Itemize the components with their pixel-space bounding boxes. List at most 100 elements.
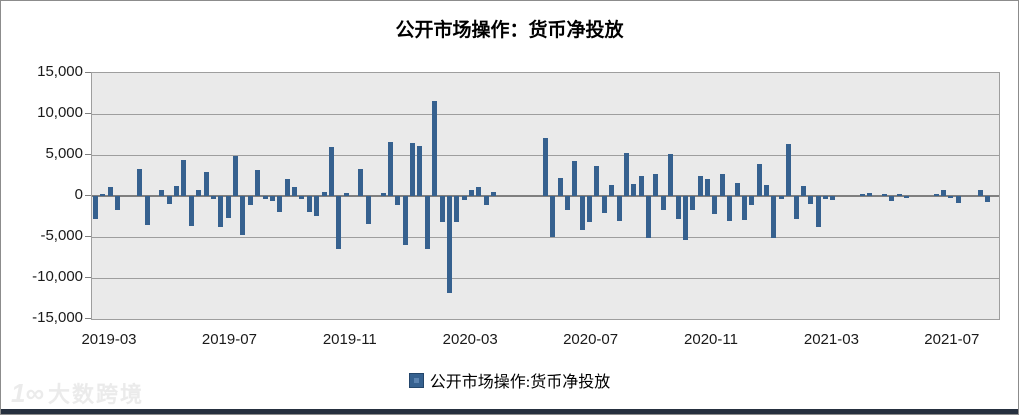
bar xyxy=(284,179,290,196)
bar xyxy=(808,196,814,205)
bar xyxy=(557,177,563,196)
watermark-text: 大数跨境 xyxy=(48,382,145,407)
bar xyxy=(579,196,585,231)
bar xyxy=(712,196,718,214)
y-tick-label: -10,000 xyxy=(32,268,83,285)
bar xyxy=(734,183,740,196)
bar xyxy=(889,196,895,201)
bar xyxy=(100,193,106,196)
x-tick-label: 2021-03 xyxy=(803,331,859,348)
gridline xyxy=(92,278,999,279)
bar xyxy=(904,196,910,199)
bar xyxy=(277,196,283,213)
legend-swatch-inner xyxy=(413,377,419,383)
bar xyxy=(542,137,548,196)
bar xyxy=(705,178,711,196)
bar xyxy=(299,196,305,200)
bar xyxy=(675,196,681,219)
bar xyxy=(181,159,187,196)
bar xyxy=(446,196,452,293)
bar xyxy=(166,196,172,204)
bar xyxy=(896,193,902,196)
bar xyxy=(749,196,755,206)
bar xyxy=(653,173,659,196)
bar xyxy=(343,193,349,196)
bar xyxy=(314,196,320,217)
bar xyxy=(402,196,408,246)
bar xyxy=(461,196,467,201)
bar xyxy=(439,196,445,223)
y-tick-label: 10,000 xyxy=(37,104,83,121)
x-tick-label: 2021-07 xyxy=(924,331,980,348)
bar xyxy=(550,196,556,237)
bar xyxy=(609,184,615,196)
bar xyxy=(941,190,946,196)
y-tick-mark xyxy=(85,154,91,155)
bar xyxy=(727,196,733,221)
bar xyxy=(328,146,334,196)
y-tick-mark xyxy=(85,318,91,319)
y-tick-mark xyxy=(85,113,91,114)
bar xyxy=(756,163,762,196)
bar xyxy=(572,161,578,196)
x-tick-label: 2020-03 xyxy=(442,331,498,348)
bar xyxy=(778,196,784,200)
bar xyxy=(225,196,231,218)
bar xyxy=(564,196,570,210)
bar xyxy=(93,196,98,219)
x-tick-label: 2019-11 xyxy=(322,331,377,348)
bar xyxy=(660,196,666,210)
bar xyxy=(424,196,430,249)
gridline xyxy=(92,237,999,238)
bar xyxy=(786,144,792,196)
bar xyxy=(336,196,342,249)
bar xyxy=(395,196,401,206)
bar xyxy=(292,186,298,196)
bar xyxy=(469,190,475,196)
bar xyxy=(823,196,829,199)
bar xyxy=(764,185,770,196)
bar xyxy=(616,196,622,221)
bar xyxy=(454,196,460,223)
watermark: 1∞ 大数跨境 xyxy=(11,377,144,409)
bar xyxy=(719,173,725,196)
bar xyxy=(623,152,629,196)
bar xyxy=(955,196,961,204)
bar xyxy=(882,193,888,196)
y-tick-label: -5,000 xyxy=(40,227,83,244)
bottom-accent-strip xyxy=(1,409,1018,414)
bar xyxy=(174,185,180,196)
bar xyxy=(867,193,873,196)
bar xyxy=(601,196,607,213)
bar xyxy=(417,145,423,196)
zero-line xyxy=(92,195,999,197)
bar xyxy=(210,196,216,199)
y-tick-mark xyxy=(85,72,91,73)
bar xyxy=(255,169,261,196)
bar xyxy=(491,191,497,196)
bar xyxy=(247,196,253,206)
bar xyxy=(697,175,703,196)
y-tick-label: 15,000 xyxy=(37,63,83,80)
y-tick-mark xyxy=(85,277,91,278)
bar xyxy=(137,168,143,196)
bar xyxy=(476,187,482,196)
bar xyxy=(948,196,954,199)
bar xyxy=(668,154,674,196)
bar xyxy=(144,196,150,225)
bar xyxy=(771,196,777,238)
bar xyxy=(188,196,194,227)
bar xyxy=(107,186,113,196)
bar xyxy=(682,196,688,240)
bar xyxy=(387,141,393,196)
y-tick-mark xyxy=(85,195,91,196)
bar xyxy=(741,196,747,220)
y-tick-label: 5,000 xyxy=(45,145,83,162)
bar xyxy=(218,196,224,228)
y-tick-label: -15,000 xyxy=(32,309,83,326)
x-tick-label: 2019-07 xyxy=(201,331,257,348)
bar xyxy=(196,189,202,196)
bar xyxy=(631,183,637,196)
bar xyxy=(646,196,652,239)
y-tick-mark xyxy=(85,236,91,237)
